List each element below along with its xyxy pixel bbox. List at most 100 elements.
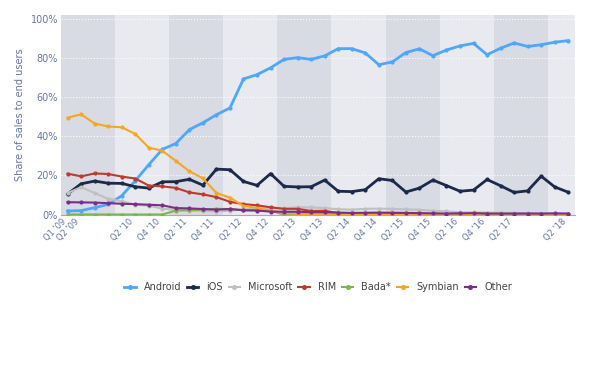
Android bbox=[537, 43, 545, 47]
Android bbox=[375, 62, 382, 67]
Symbian bbox=[457, 212, 464, 217]
Other bbox=[537, 211, 545, 216]
Symbian bbox=[186, 169, 193, 174]
Other bbox=[443, 211, 450, 216]
Microsoft bbox=[537, 211, 545, 216]
RIM bbox=[172, 186, 179, 190]
Microsoft bbox=[443, 209, 450, 214]
Other bbox=[551, 211, 558, 215]
Other bbox=[64, 200, 71, 205]
Bada* bbox=[402, 212, 409, 217]
Bada* bbox=[510, 212, 517, 217]
iOS bbox=[281, 184, 288, 188]
Microsoft bbox=[104, 197, 112, 201]
iOS bbox=[78, 181, 85, 186]
RIM bbox=[118, 174, 125, 179]
Microsoft bbox=[213, 209, 220, 214]
iOS bbox=[307, 184, 314, 189]
Android bbox=[132, 179, 139, 183]
iOS bbox=[416, 186, 423, 190]
RIM bbox=[430, 212, 437, 217]
Legend: Android, iOS, Microsoft, RIM, Bada*, Symbian, Other: Android, iOS, Microsoft, RIM, Bada*, Sym… bbox=[121, 279, 514, 295]
Android bbox=[186, 128, 193, 132]
Bada* bbox=[537, 212, 545, 217]
Android bbox=[172, 141, 179, 146]
RIM bbox=[335, 211, 342, 215]
Other bbox=[91, 200, 98, 205]
Other bbox=[348, 211, 355, 215]
RIM bbox=[375, 212, 382, 216]
iOS bbox=[362, 187, 369, 192]
iOS bbox=[104, 181, 112, 186]
Symbian bbox=[213, 191, 220, 195]
Symbian bbox=[430, 212, 437, 217]
Microsoft bbox=[551, 212, 558, 216]
Other bbox=[186, 206, 193, 211]
RIM bbox=[307, 209, 314, 213]
Android bbox=[416, 47, 423, 51]
RIM bbox=[132, 176, 139, 181]
Bada* bbox=[375, 212, 382, 217]
Bada* bbox=[227, 207, 234, 211]
Bada* bbox=[172, 208, 179, 213]
Microsoft bbox=[510, 211, 517, 215]
Bar bbox=[548, 15, 575, 215]
iOS bbox=[402, 190, 409, 194]
Symbian bbox=[145, 145, 152, 150]
Other bbox=[199, 207, 206, 211]
Bada* bbox=[145, 212, 152, 217]
iOS bbox=[510, 190, 517, 194]
Microsoft bbox=[254, 206, 261, 211]
Other bbox=[281, 209, 288, 214]
Bada* bbox=[524, 212, 531, 217]
Android bbox=[551, 40, 558, 45]
Android bbox=[457, 44, 464, 48]
Android bbox=[254, 73, 261, 77]
Android bbox=[145, 162, 152, 167]
Line: Microsoft: Microsoft bbox=[65, 185, 571, 216]
Microsoft bbox=[91, 191, 98, 195]
Microsoft bbox=[470, 210, 477, 215]
Bada* bbox=[443, 212, 450, 217]
Symbian bbox=[389, 212, 396, 217]
Symbian bbox=[254, 206, 261, 210]
Symbian bbox=[78, 112, 85, 117]
Symbian bbox=[537, 212, 545, 217]
Bada* bbox=[551, 212, 558, 217]
Symbian bbox=[132, 132, 139, 136]
iOS bbox=[172, 180, 179, 184]
Symbian bbox=[118, 125, 125, 129]
Microsoft bbox=[118, 199, 125, 203]
iOS bbox=[199, 183, 206, 187]
Symbian bbox=[91, 121, 98, 126]
Symbian bbox=[551, 212, 558, 217]
Symbian bbox=[362, 212, 369, 217]
Microsoft bbox=[484, 210, 491, 215]
iOS bbox=[537, 174, 545, 178]
Bada* bbox=[335, 212, 342, 217]
RIM bbox=[389, 212, 396, 216]
iOS bbox=[267, 171, 274, 176]
Microsoft bbox=[199, 209, 206, 213]
Microsoft bbox=[294, 205, 301, 209]
Bar bbox=[332, 15, 386, 215]
Other bbox=[457, 211, 464, 215]
Android bbox=[510, 41, 517, 45]
Android bbox=[321, 53, 328, 58]
Bada* bbox=[199, 207, 206, 212]
Android bbox=[159, 147, 166, 151]
Other bbox=[416, 211, 423, 215]
Other bbox=[145, 202, 152, 207]
Symbian bbox=[335, 212, 342, 217]
Bada* bbox=[565, 212, 572, 217]
Line: Bada*: Bada* bbox=[65, 207, 571, 217]
iOS bbox=[375, 177, 382, 181]
Microsoft bbox=[335, 207, 342, 211]
RIM bbox=[402, 212, 409, 216]
Symbian bbox=[497, 212, 504, 217]
Microsoft bbox=[321, 206, 328, 210]
RIM bbox=[457, 212, 464, 217]
Line: Android: Android bbox=[65, 39, 571, 213]
RIM bbox=[510, 212, 517, 217]
Android bbox=[497, 46, 504, 50]
